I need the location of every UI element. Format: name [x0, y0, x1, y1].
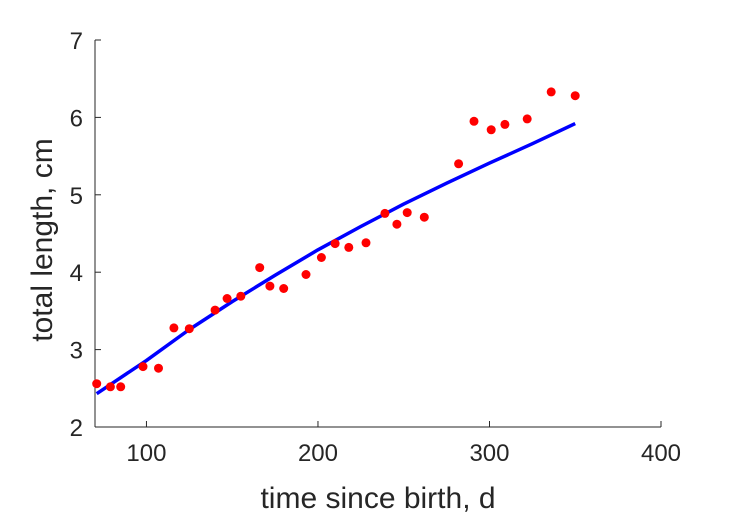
data-point	[210, 305, 220, 315]
y-axis-label: total length, cm	[26, 138, 59, 341]
data-point	[265, 281, 275, 291]
data-point	[546, 87, 556, 97]
data-point	[419, 212, 429, 222]
data-point	[402, 208, 412, 218]
data-point	[169, 323, 179, 333]
data-point	[486, 125, 496, 135]
y-tick-label: 7	[70, 28, 83, 55]
data-point	[222, 294, 232, 303]
fit-line	[95, 122, 576, 396]
plot-area	[92, 87, 580, 396]
data-point	[316, 253, 326, 262]
x-tick-label: 400	[641, 440, 681, 467]
data-point	[116, 382, 126, 392]
y-tick-label: 4	[70, 260, 83, 287]
data-point	[105, 382, 115, 392]
data-point	[184, 324, 194, 334]
y-tick-label: 6	[70, 105, 83, 132]
data-point	[469, 116, 479, 126]
data-point	[522, 114, 532, 124]
data-point	[500, 119, 510, 129]
y-tick-label: 2	[70, 415, 83, 442]
data-point	[154, 363, 163, 373]
data-point	[279, 284, 289, 293]
data-point	[344, 242, 354, 252]
x-tick-label: 300	[469, 440, 509, 467]
data-point	[236, 291, 246, 301]
data-point	[361, 238, 371, 248]
y-tick-label: 3	[70, 338, 83, 365]
data-point	[454, 159, 464, 169]
data-point	[255, 263, 265, 273]
y-tick-label: 5	[70, 183, 83, 210]
x-tick-label: 100	[126, 440, 166, 467]
data-point	[301, 270, 311, 279]
x-axis-label: time since birth, d	[260, 482, 495, 515]
data-point	[380, 208, 390, 218]
data-point	[570, 91, 580, 101]
data-point	[392, 219, 402, 229]
data-point	[92, 379, 102, 389]
data-point	[330, 239, 340, 249]
x-tick-label: 200	[298, 440, 338, 467]
axes: 100 200 300 400 2 3 4 5 6 7	[70, 28, 681, 467]
data-point	[138, 362, 148, 372]
